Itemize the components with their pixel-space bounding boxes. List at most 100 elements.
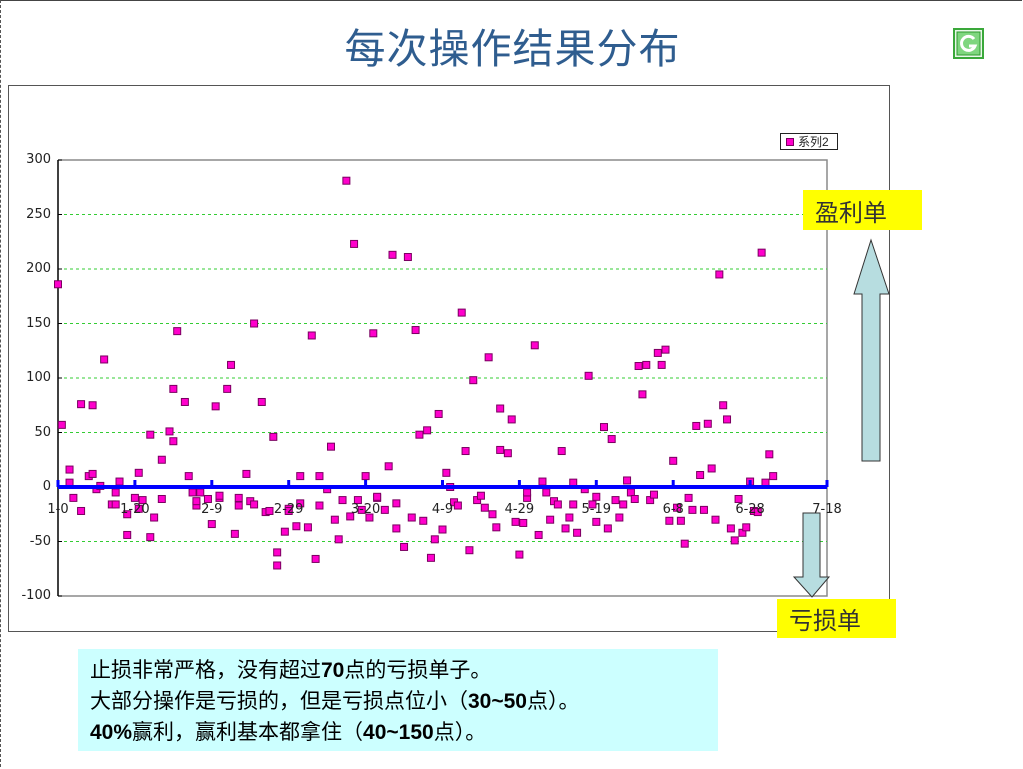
data-point [77, 506, 86, 515]
data-point [615, 513, 624, 522]
x-tick-label: 1-0 [47, 502, 69, 517]
data-point [180, 397, 189, 406]
data-point [680, 539, 689, 548]
data-point [469, 376, 478, 385]
data-point [169, 384, 178, 393]
chart-frame [8, 85, 890, 632]
data-point [223, 384, 232, 393]
x-tick-label: 7-18 [812, 502, 842, 517]
data-point [530, 341, 539, 350]
data-point [726, 524, 735, 533]
legend-marker-icon [786, 137, 794, 146]
data-point [423, 426, 432, 435]
x-tick-label: 6-8 [662, 502, 684, 517]
data-point [492, 523, 501, 532]
data-point [353, 496, 362, 505]
loss-callout: 亏损单 [777, 599, 896, 638]
y-tick-label: -50 [29, 533, 51, 549]
data-point [711, 515, 720, 524]
data-point [626, 488, 635, 497]
note-text: 大部分操作是亏损的，但是亏损点位小（ [90, 689, 468, 713]
data-point [146, 533, 155, 542]
data-point [134, 504, 143, 513]
data-point [392, 499, 401, 508]
data-point [669, 456, 678, 465]
data-point [330, 515, 339, 524]
notes-box: 止损非常严格，没有超过70点的亏损单子。 大部分操作是亏损的，但是亏损点位小（3… [78, 649, 718, 751]
data-point [192, 497, 201, 506]
data-point [250, 500, 259, 509]
data-point [203, 494, 212, 503]
data-point [638, 390, 647, 399]
data-point [592, 492, 601, 501]
data-point [173, 327, 182, 336]
data-point [123, 530, 132, 539]
g-spiral-logo-icon [953, 28, 984, 59]
data-point [234, 501, 243, 510]
data-point [453, 501, 462, 510]
profit-callout: 盈利单 [803, 190, 922, 230]
data-point [603, 524, 612, 533]
data-point [303, 523, 312, 532]
data-point [169, 437, 178, 446]
data-point [346, 512, 355, 521]
data-point [476, 491, 485, 500]
data-point [65, 465, 74, 474]
data-point [307, 331, 316, 340]
data-point [184, 472, 193, 481]
data-point [123, 510, 132, 519]
data-point [619, 500, 628, 509]
data-point [434, 409, 443, 418]
data-point [250, 319, 259, 328]
data-point [703, 419, 712, 428]
note-text: 点的亏损单子。 [344, 658, 492, 682]
data-point [280, 527, 289, 536]
data-point [211, 402, 220, 411]
y-tick-label: 250 [26, 206, 51, 222]
data-point [461, 447, 470, 456]
data-point [623, 476, 632, 485]
note-text: 点）。 [526, 689, 580, 713]
data-point [384, 462, 393, 471]
x-tick-label: 6-28 [735, 502, 765, 517]
data-point [523, 488, 532, 497]
data-point [561, 524, 570, 533]
data-point [273, 561, 282, 570]
page-title: 每次操作结果分布 [344, 25, 681, 73]
data-point [496, 404, 505, 413]
data-point [692, 421, 701, 430]
data-point [415, 430, 424, 439]
y-tick-label: 150 [26, 315, 51, 331]
chart-legend: 系列2 [780, 133, 838, 150]
data-point [534, 530, 543, 539]
x-tick-label: 2-29 [273, 502, 304, 517]
data-point [150, 513, 159, 522]
data-point [542, 488, 551, 497]
y-tick-label: 200 [26, 261, 51, 276]
data-point [734, 494, 743, 503]
x-tick-label: 4-9 [431, 502, 454, 517]
data-point [457, 308, 466, 317]
data-point [361, 472, 370, 481]
data-point [557, 447, 566, 456]
data-point [292, 522, 301, 531]
data-point [769, 472, 778, 481]
note-number: 40~150 [363, 721, 434, 744]
data-point [696, 471, 705, 480]
data-point [519, 518, 528, 527]
data-point [88, 469, 97, 478]
data-point [438, 525, 447, 534]
data-point [753, 508, 762, 517]
data-point [507, 415, 516, 424]
data-point [230, 529, 239, 538]
data-point [742, 523, 751, 532]
legend-label: 系列2 [798, 135, 829, 149]
data-point [599, 423, 608, 432]
data-point [165, 427, 174, 436]
data-point [57, 420, 66, 429]
data-point [511, 517, 520, 526]
data-point [634, 362, 643, 371]
data-point [373, 492, 382, 501]
data-point [188, 488, 197, 497]
data-point [584, 371, 593, 380]
